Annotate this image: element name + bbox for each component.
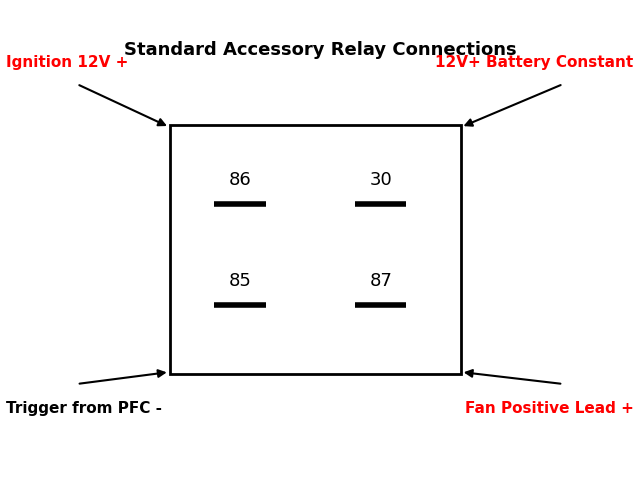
Bar — [170, 125, 461, 374]
Text: Standard Accessory Relay Connections: Standard Accessory Relay Connections — [124, 41, 516, 60]
Text: Fan Positive Lead +: Fan Positive Lead + — [465, 401, 634, 416]
Text: Ignition 12V +: Ignition 12V + — [6, 55, 129, 70]
Text: 86: 86 — [228, 171, 252, 189]
Text: Trigger from PFC -: Trigger from PFC - — [6, 401, 163, 416]
Text: 85: 85 — [228, 272, 252, 290]
Text: 12V+ Battery Constant: 12V+ Battery Constant — [435, 55, 634, 70]
Text: 87: 87 — [369, 272, 392, 290]
Text: 30: 30 — [369, 171, 392, 189]
